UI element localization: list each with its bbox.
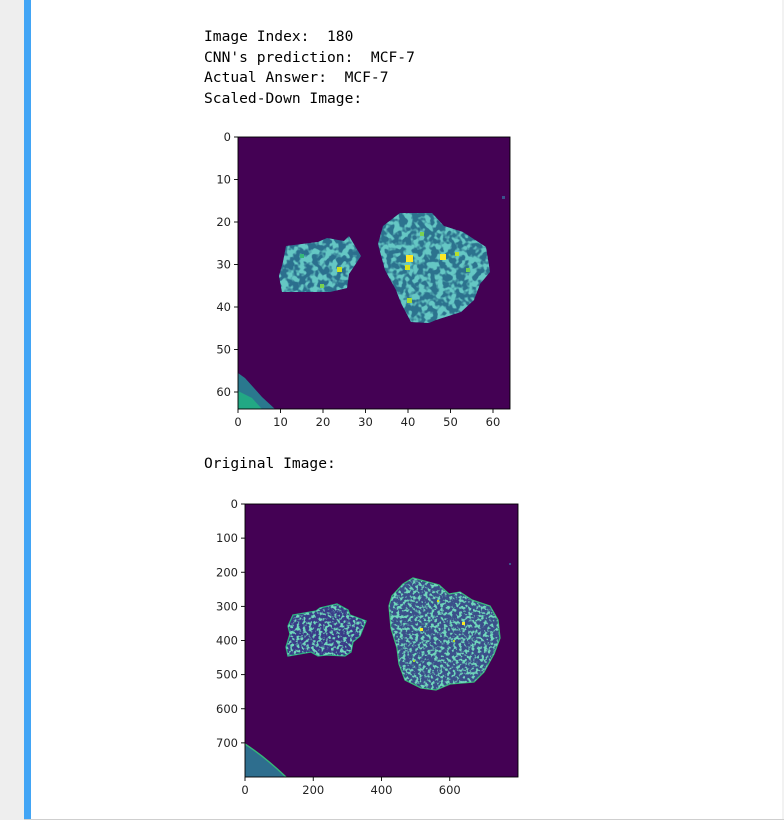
scaled-x-tick-label: 60 — [486, 415, 501, 429]
image-index-line: Image Index: 180 — [204, 28, 354, 45]
scaled-y-tick-label: 30 — [216, 258, 231, 272]
original-axes: 0 200 400 600 0 100 200 300 400 500 600 700 — [216, 497, 519, 797]
original-y-tick-label: 200 — [216, 565, 238, 579]
output-text-block: Image Index: 180 CNN's prediction: MCF-7 A… — [204, 27, 415, 109]
scaled-y-tick-label: 50 — [216, 343, 231, 357]
scaled-cell-right — [378, 213, 490, 323]
original-y-tick-label: 100 — [216, 531, 238, 545]
actual-answer-line: Actual Answer: MCF-7 — [204, 69, 389, 86]
scaled-down-image-label: Scaled-Down Image: — [204, 89, 363, 107]
scaled-axes: 0 10 20 30 40 50 60 0 10 20 30 40 50 60 — [216, 130, 511, 429]
scaled-x-tick-label: 10 — [273, 415, 288, 429]
cell-selection-bar[interactable] — [24, 0, 31, 820]
original-y-tick-label: 700 — [216, 736, 238, 750]
original-cell-right — [388, 577, 501, 691]
scaled-cell-left — [279, 236, 361, 292]
original-y-tick-label: 300 — [216, 599, 238, 613]
original-image-label: Original Image: — [204, 455, 336, 472]
cell-right-edge — [782, 0, 784, 820]
original-corner-cell — [245, 744, 286, 777]
scaled-x-tick-label: 0 — [234, 415, 241, 429]
scaled-x-tick-label: 20 — [316, 415, 331, 429]
scaled-image-plot: 0 10 20 30 40 50 60 0 10 20 30 40 50 60 — [216, 130, 511, 429]
scaled-y-tick-label: 0 — [224, 130, 231, 144]
original-cell-left — [285, 603, 367, 657]
scaled-y-tick-label: 40 — [216, 300, 231, 314]
scaled-y-tick-label: 10 — [216, 173, 231, 187]
original-x-tick-label: 400 — [371, 783, 393, 797]
original-x-tick-label: 0 — [241, 783, 248, 797]
original-y-tick-label: 400 — [216, 634, 238, 648]
original-x-tick-label: 200 — [302, 783, 324, 797]
scaled-y-tick-label: 60 — [216, 385, 231, 399]
original-x-tick-label: 600 — [439, 783, 461, 797]
cnn-prediction-line: CNN's prediction: MCF-7 — [204, 48, 415, 66]
scaled-x-tick-label: 50 — [443, 415, 458, 429]
notebook-left-gutter — [0, 0, 24, 820]
scaled-x-tick-label: 40 — [401, 415, 416, 429]
original-image-plot: 0 200 400 600 0 100 200 300 400 500 600 700 — [216, 497, 519, 797]
original-y-tick-label: 0 — [231, 497, 238, 511]
scaled-x-tick-label: 30 — [358, 415, 373, 429]
original-y-tick-label: 600 — [216, 702, 238, 716]
scaled-y-tick-label: 20 — [216, 215, 231, 229]
cell-bottom-border — [24, 819, 784, 820]
original-y-tick-label: 500 — [216, 668, 238, 682]
scaled-frame — [237, 136, 511, 410]
